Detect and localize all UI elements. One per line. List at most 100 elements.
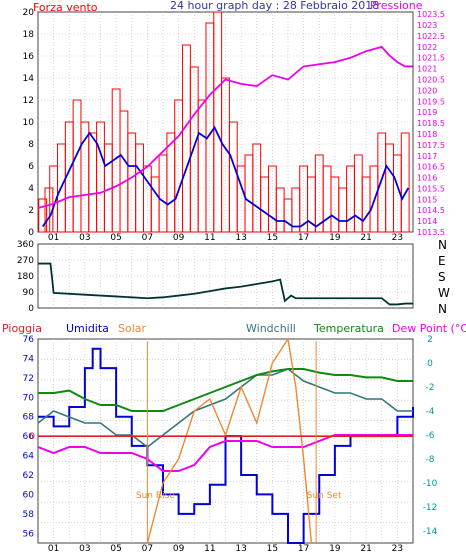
- y-tick-label-humidity: 76: [23, 335, 35, 345]
- y-tick-label-pressure: 1016.5: [417, 163, 445, 172]
- y-tick-label-wind: 6: [28, 162, 34, 172]
- wind-bar: [260, 176, 269, 233]
- dewpoint-line: [37, 434, 413, 472]
- wind-bar: [275, 187, 285, 233]
- x-tick-label: 13: [235, 233, 246, 243]
- y-tick-label-wind: 8: [28, 140, 34, 150]
- x-tick-label: 15: [267, 233, 278, 243]
- y-tick-label-pressure: 1019: [417, 108, 437, 117]
- y-tick-label-pressure: 1020: [417, 86, 437, 95]
- wind-average-line: [41, 125, 410, 228]
- y-tick-label-direction: 90: [23, 288, 35, 298]
- x-tick-label: 11: [204, 233, 215, 243]
- y-tick-label-humidity: 62: [23, 471, 34, 481]
- wind-bar: [135, 143, 144, 233]
- y-tick-label-temperature: 2: [427, 335, 433, 345]
- legend-windchill: Windchill: [246, 322, 296, 335]
- x-tick-label: 23: [392, 544, 403, 554]
- compass-label: W: [438, 286, 450, 300]
- y-tick-label-humidity: 68: [23, 413, 35, 423]
- pressure-line: [37, 45, 413, 209]
- y-tick-label-humidity: 64: [23, 452, 35, 462]
- legend-temperature: Temperatura: [313, 322, 384, 335]
- y-tick-label-temperature: -8: [426, 455, 435, 465]
- x-tick-label: 01: [48, 544, 59, 554]
- x-tick-label: 03: [79, 544, 90, 554]
- y-tick-label-humidity: 66: [23, 432, 35, 442]
- x-tick-label: 03: [79, 233, 90, 243]
- chart-title: 24 hour graph day : 28 Febbraio 2018: [170, 0, 379, 12]
- y-tick-label-pressure: 1023.5: [417, 10, 445, 19]
- y-tick-label-temperature: 0: [427, 359, 433, 369]
- y-tick-label-pressure: 1023: [417, 21, 437, 30]
- y-tick-label-direction: 360: [17, 240, 34, 250]
- sunset-label: Sun Set: [307, 491, 342, 501]
- x-tick-label: 05: [110, 233, 121, 243]
- y-tick-label-pressure: 1022: [417, 43, 437, 52]
- x-tick-label: 09: [173, 544, 185, 554]
- x-tick-label: 19: [329, 544, 341, 554]
- panel-wind: 0 2 4 6 8 10 12 14 16 18 20 1013.5 1014 1014.5 1015 101…: [23, 8, 445, 243]
- legend-solar: Solar: [118, 322, 147, 335]
- y-tick-label-pressure: 1013.5: [417, 228, 445, 237]
- pressure-label: Pressione: [370, 0, 423, 12]
- y-tick-label-pressure: 1019.5: [417, 97, 445, 106]
- x-tick-label: 01: [48, 233, 59, 243]
- legend-humidity: Umidita: [66, 322, 109, 335]
- wind-bar: [88, 132, 98, 233]
- y-tick-label-humidity: 58: [23, 510, 35, 520]
- temperature-line: [38, 368, 413, 412]
- y-tick-label-pressure: 1015: [417, 195, 437, 204]
- legend-rain: Pioggia: [2, 322, 42, 335]
- x-tick-label: 21: [360, 544, 371, 554]
- sunrise-label: Sun Rise: [136, 491, 175, 501]
- compass-label: E: [438, 254, 446, 268]
- y-tick-label-humidity: 72: [23, 374, 34, 384]
- y-tick-label-pressure: 1017: [417, 152, 437, 161]
- y-tick-label-humidity: 56: [23, 529, 35, 539]
- x-tick-label: 21: [360, 233, 371, 243]
- y-tick-label-pressure: 1014: [417, 217, 437, 226]
- wind-bar: [119, 110, 129, 233]
- x-tick-label: 19: [329, 233, 341, 243]
- wind-bar: [197, 99, 207, 233]
- y-tick-label-pressure: 1020.5: [417, 76, 445, 85]
- y-tick-label-pressure: 1021: [417, 65, 437, 74]
- wind-bar: [314, 154, 324, 233]
- y-tick-label-wind: 10: [23, 118, 35, 128]
- x-tick-label: 05: [110, 544, 121, 554]
- wind-bar: [174, 99, 184, 233]
- y-tick-label-humidity: 70: [23, 393, 35, 403]
- y-tick-label-pressure: 1017.5: [417, 141, 445, 150]
- panel-temperature: 56 58 60 62 64 66 68 70 72 74 76 -14 -12 -10 -8 -6 -4 -2 0…: [23, 335, 438, 554]
- x-tick-label: 11: [204, 544, 215, 554]
- x-tick-label: 09: [173, 233, 185, 243]
- x-tick-label: 17: [298, 544, 309, 554]
- x-tick-label: 13: [235, 544, 246, 554]
- y-tick-label-pressure: 1014.5: [417, 206, 445, 215]
- y-tick-label-temperature: -10: [423, 479, 438, 489]
- wind-bar: [322, 165, 332, 233]
- direction-line: [38, 262, 413, 306]
- y-tick-label-wind: 0: [28, 228, 34, 238]
- y-tick-label-temperature: -14: [423, 527, 438, 537]
- wind-bar: [221, 77, 230, 233]
- x-tick-label: 07: [142, 544, 153, 554]
- wind-bar: [244, 154, 254, 233]
- y-tick-label-wind: 16: [23, 52, 35, 62]
- y-tick-label-wind: 4: [28, 184, 34, 194]
- y-tick-label-wind: 12: [23, 96, 34, 106]
- y-tick-label-wind: 18: [23, 30, 35, 40]
- y-tick-label-pressure: 1018.5: [417, 119, 445, 128]
- x-tick-label: 15: [267, 544, 278, 554]
- y-tick-label-direction: 180: [17, 272, 34, 282]
- y-tick-label-humidity: 74: [23, 354, 35, 364]
- humidity-line: [38, 347, 414, 544]
- x-tick-label: 07: [142, 233, 153, 243]
- windchill-line: [37, 368, 413, 449]
- y-tick-label-pressure: 1022.5: [417, 32, 445, 41]
- y-tick-label-pressure: 1015.5: [417, 184, 445, 193]
- wind-bar: [213, 11, 223, 233]
